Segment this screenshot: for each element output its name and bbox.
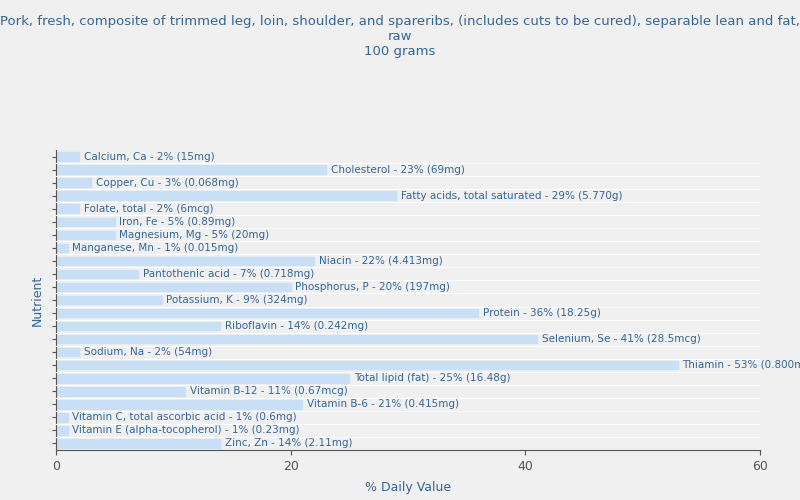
Bar xyxy=(56,230,114,239)
Text: Pork, fresh, composite of trimmed leg, loin, shoulder, and spareribs, (includes : Pork, fresh, composite of trimmed leg, l… xyxy=(0,15,800,58)
Bar xyxy=(56,296,162,304)
Text: Copper, Cu - 3% (0.068mg): Copper, Cu - 3% (0.068mg) xyxy=(96,178,238,188)
Bar xyxy=(56,152,79,161)
Bar xyxy=(56,256,314,265)
Bar xyxy=(56,270,138,278)
Bar xyxy=(56,426,68,434)
Text: Cholesterol - 23% (69mg): Cholesterol - 23% (69mg) xyxy=(330,164,465,174)
Bar xyxy=(56,387,185,396)
Text: Calcium, Ca - 2% (15mg): Calcium, Ca - 2% (15mg) xyxy=(84,152,214,162)
Bar xyxy=(56,282,290,291)
Text: Magnesium, Mg - 5% (20mg): Magnesium, Mg - 5% (20mg) xyxy=(119,230,270,240)
Bar xyxy=(56,439,220,448)
Text: Niacin - 22% (4.413mg): Niacin - 22% (4.413mg) xyxy=(319,256,442,266)
Text: Phosphorus, P - 20% (197mg): Phosphorus, P - 20% (197mg) xyxy=(295,282,450,292)
Bar xyxy=(56,204,79,213)
Text: Vitamin B-6 - 21% (0.415mg): Vitamin B-6 - 21% (0.415mg) xyxy=(307,400,459,409)
Text: Selenium, Se - 41% (28.5mcg): Selenium, Se - 41% (28.5mcg) xyxy=(542,334,701,344)
Text: Potassium, K - 9% (324mg): Potassium, K - 9% (324mg) xyxy=(166,295,308,305)
Bar xyxy=(56,178,91,187)
Bar xyxy=(56,192,396,200)
Bar xyxy=(56,361,678,370)
Bar xyxy=(56,218,114,226)
Text: Pantothenic acid - 7% (0.718mg): Pantothenic acid - 7% (0.718mg) xyxy=(143,269,314,279)
Bar xyxy=(56,335,537,344)
Text: Manganese, Mn - 1% (0.015mg): Manganese, Mn - 1% (0.015mg) xyxy=(73,243,238,253)
Bar xyxy=(56,413,68,422)
Y-axis label: Nutrient: Nutrient xyxy=(30,274,43,326)
Text: Iron, Fe - 5% (0.89mg): Iron, Fe - 5% (0.89mg) xyxy=(119,216,236,226)
Bar xyxy=(56,309,478,318)
Text: Protein - 36% (18.25g): Protein - 36% (18.25g) xyxy=(483,308,601,318)
Bar xyxy=(56,244,68,252)
Bar xyxy=(56,400,302,408)
Text: Vitamin C, total ascorbic acid - 1% (0.6mg): Vitamin C, total ascorbic acid - 1% (0.6… xyxy=(73,412,297,422)
Bar xyxy=(56,348,79,356)
Bar xyxy=(56,322,220,330)
Text: Total lipid (fat) - 25% (16.48g): Total lipid (fat) - 25% (16.48g) xyxy=(354,374,510,384)
Text: Zinc, Zn - 14% (2.11mg): Zinc, Zn - 14% (2.11mg) xyxy=(225,438,353,448)
Text: Fatty acids, total saturated - 29% (5.770g): Fatty acids, total saturated - 29% (5.77… xyxy=(401,190,622,200)
Bar xyxy=(56,374,350,382)
Text: Folate, total - 2% (6mcg): Folate, total - 2% (6mcg) xyxy=(84,204,214,214)
Text: Vitamin E (alpha-tocopherol) - 1% (0.23mg): Vitamin E (alpha-tocopherol) - 1% (0.23m… xyxy=(73,426,300,436)
Bar xyxy=(56,166,326,174)
Text: Riboflavin - 14% (0.242mg): Riboflavin - 14% (0.242mg) xyxy=(225,321,368,331)
X-axis label: % Daily Value: % Daily Value xyxy=(365,481,451,494)
Text: Vitamin B-12 - 11% (0.67mcg): Vitamin B-12 - 11% (0.67mcg) xyxy=(190,386,347,396)
Text: Thiamin - 53% (0.800mg): Thiamin - 53% (0.800mg) xyxy=(682,360,800,370)
Text: Sodium, Na - 2% (54mg): Sodium, Na - 2% (54mg) xyxy=(84,347,212,357)
